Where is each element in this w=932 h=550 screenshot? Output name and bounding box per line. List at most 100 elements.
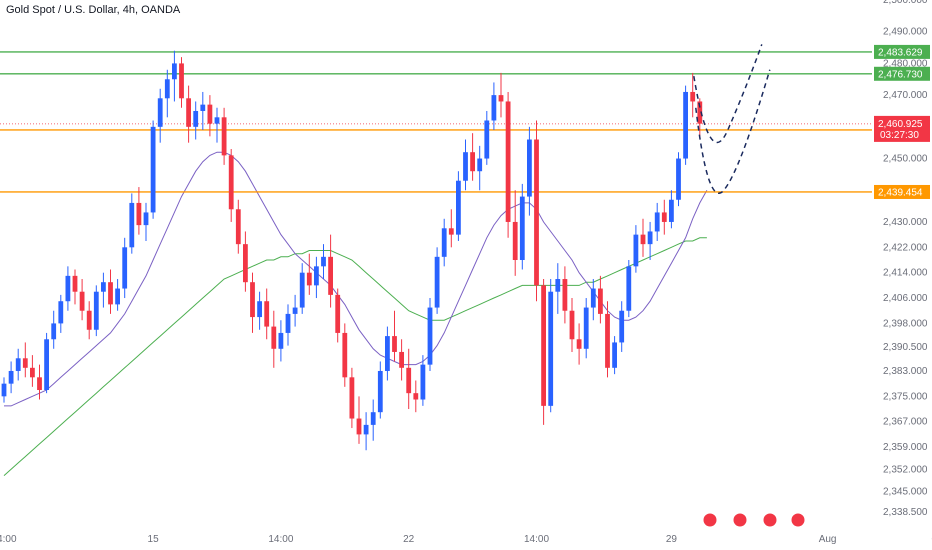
candle-body[interactable]: [676, 158, 681, 200]
candle-body[interactable]: [619, 310, 625, 343]
candle-body[interactable]: [441, 228, 447, 257]
candle-body[interactable]: [243, 244, 248, 283]
candle-body[interactable]: [228, 155, 234, 210]
candle-body[interactable]: [463, 152, 468, 181]
candle-body[interactable]: [108, 282, 113, 305]
candle-body[interactable]: [257, 301, 262, 318]
candle-body[interactable]: [122, 247, 128, 289]
candle-body[interactable]: [413, 393, 419, 400]
candle-body[interactable]: [477, 158, 483, 172]
candle-body[interactable]: [172, 63, 177, 80]
candle-body[interactable]: [370, 412, 376, 425]
candle-body[interactable]: [8, 370, 14, 384]
candle-body[interactable]: [285, 313, 291, 333]
candle-body[interactable]: [72, 275, 78, 292]
candle-body[interactable]: [79, 291, 85, 311]
us-flag-icon[interactable]: [762, 512, 778, 528]
candle-body[interactable]: [193, 110, 199, 127]
candle-body[interactable]: [548, 291, 554, 406]
candle-body[interactable]: [157, 98, 163, 127]
candle-body[interactable]: [583, 307, 589, 349]
candle-body[interactable]: [342, 332, 348, 378]
candle-body[interactable]: [299, 272, 305, 308]
candle-body[interactable]: [399, 351, 404, 368]
candle-body[interactable]: [363, 424, 369, 435]
candle-body[interactable]: [590, 288, 596, 308]
candle-body[interactable]: [22, 358, 28, 368]
candle-body[interactable]: [633, 234, 639, 267]
candle-body[interactable]: [101, 282, 106, 292]
candle-body[interactable]: [406, 367, 412, 394]
candle-body[interactable]: [612, 342, 617, 368]
candle-body[interactable]: [654, 212, 660, 232]
candle-body[interactable]: [65, 275, 71, 302]
candle-body[interactable]: [555, 279, 561, 292]
candle-body[interactable]: [491, 95, 497, 121]
candle-body[interactable]: [541, 285, 546, 406]
us-flag-icon[interactable]: [790, 512, 806, 528]
candle-body[interactable]: [129, 202, 135, 248]
candle-body[interactable]: [562, 279, 568, 311]
us-flag-icon[interactable]: [702, 512, 718, 528]
candle-body[interactable]: [569, 310, 575, 340]
candle-body[interactable]: [214, 117, 220, 124]
candle-body[interactable]: [697, 101, 703, 124]
candle-body[interactable]: [647, 231, 653, 245]
candle-body[interactable]: [86, 310, 92, 330]
us-flag-icon[interactable]: [732, 512, 748, 528]
candle-body[interactable]: [505, 101, 511, 222]
candle-body[interactable]: [221, 117, 227, 156]
candle-body[interactable]: [427, 307, 433, 365]
candle-body[interactable]: [484, 120, 490, 159]
candle-body[interactable]: [264, 301, 270, 327]
candle-body[interactable]: [456, 180, 461, 235]
candle-body[interactable]: [385, 336, 390, 371]
candle-body[interactable]: [669, 199, 674, 222]
candle-body[interactable]: [93, 291, 99, 330]
candle-body[interactable]: [235, 209, 241, 245]
candle-body[interactable]: [392, 336, 397, 352]
candle-body[interactable]: [576, 339, 582, 349]
candle-body[interactable]: [377, 370, 383, 413]
candle-body[interactable]: [512, 221, 518, 260]
candle-body[interactable]: [44, 339, 49, 390]
candle-body[interactable]: [626, 266, 632, 311]
candle-body[interactable]: [640, 234, 646, 245]
candle-body[interactable]: [207, 104, 213, 124]
candle-body[interactable]: [143, 212, 149, 226]
candle-body[interactable]: [136, 202, 142, 226]
candle-body[interactable]: [690, 91, 696, 102]
candle-body[interactable]: [519, 196, 525, 260]
candle-body[interactable]: [200, 104, 206, 111]
candle-body[interactable]: [321, 256, 326, 267]
candle-body[interactable]: [598, 288, 603, 314]
candle-body[interactable]: [58, 301, 64, 324]
candle-body[interactable]: [15, 358, 21, 371]
candle-body[interactable]: [306, 272, 312, 286]
candle-body[interactable]: [278, 332, 284, 349]
candle-body[interactable]: [164, 79, 170, 99]
candle-body[interactable]: [314, 266, 319, 286]
candle-body[interactable]: [534, 139, 539, 286]
candle-body[interactable]: [335, 294, 341, 333]
candle-body[interactable]: [30, 367, 35, 378]
candle-body[interactable]: [150, 126, 156, 213]
candle-body[interactable]: [661, 212, 667, 222]
candle-body[interactable]: [186, 98, 191, 127]
candle-body[interactable]: [328, 256, 333, 295]
candle-body[interactable]: [37, 377, 42, 390]
candle-body[interactable]: [349, 377, 355, 419]
candle-body[interactable]: [420, 364, 426, 400]
candle-body[interactable]: [356, 418, 362, 435]
candle-body[interactable]: [527, 139, 532, 197]
candle-body[interactable]: [448, 228, 454, 235]
candle-body[interactable]: [470, 152, 475, 172]
candle-body[interactable]: [683, 91, 688, 159]
candle-body[interactable]: [250, 282, 255, 318]
candle-body[interactable]: [1, 383, 7, 397]
candle-body[interactable]: [51, 323, 57, 340]
candle-body[interactable]: [271, 326, 277, 349]
candle-body[interactable]: [179, 63, 184, 99]
candle-body[interactable]: [498, 95, 504, 102]
